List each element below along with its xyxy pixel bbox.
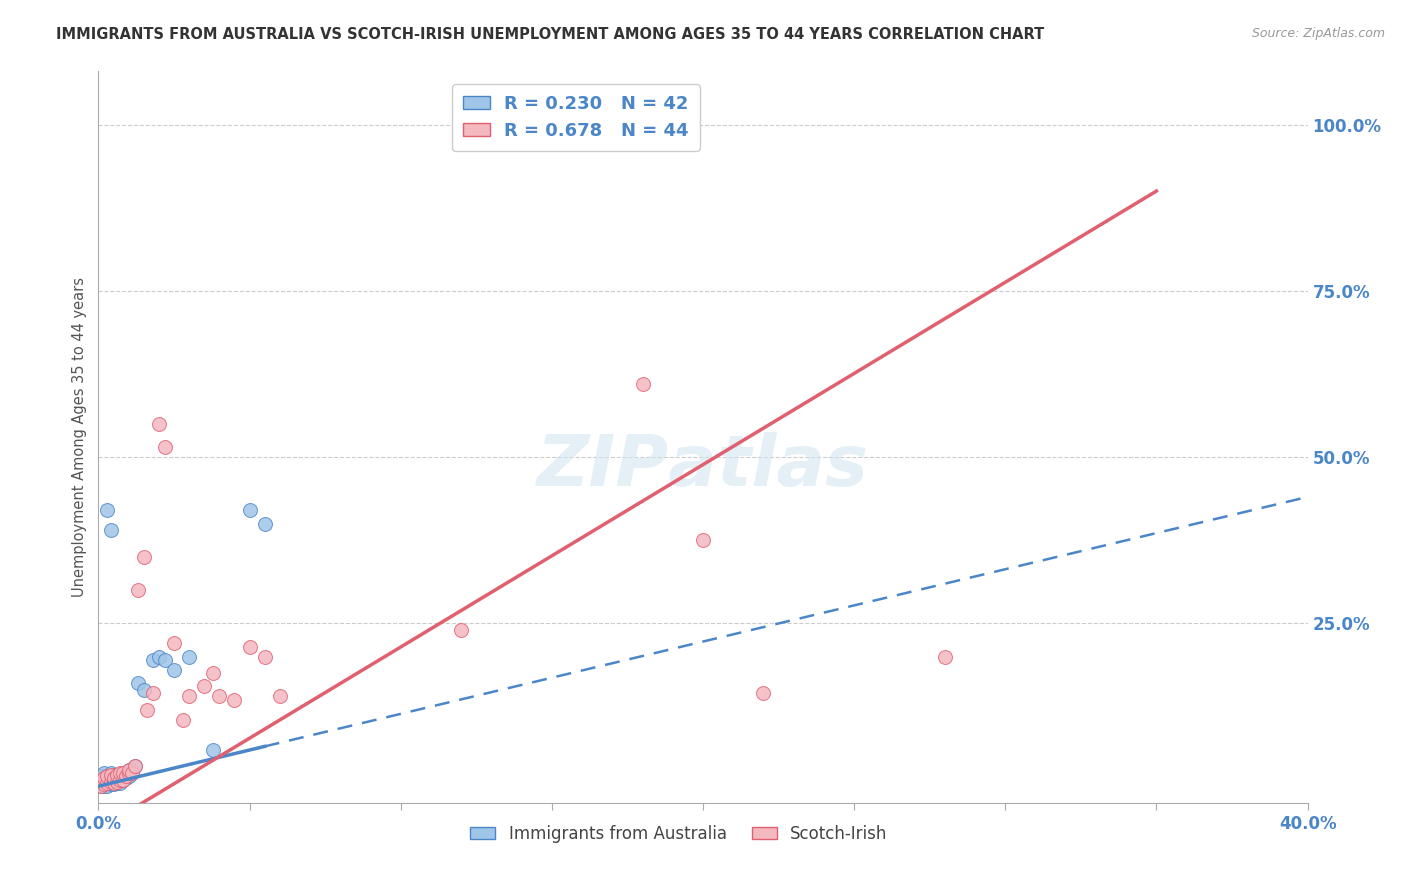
Text: Source: ZipAtlas.com: Source: ZipAtlas.com xyxy=(1251,27,1385,40)
Point xyxy=(103,768,125,782)
Point xyxy=(253,649,276,664)
Point xyxy=(224,692,246,706)
Point xyxy=(111,765,134,780)
Point xyxy=(172,713,194,727)
Point xyxy=(103,777,125,791)
Text: ZIP​atlas: ZIP​atlas xyxy=(537,432,869,500)
Point xyxy=(132,549,155,564)
Point xyxy=(208,690,231,704)
Point xyxy=(124,759,146,773)
Point xyxy=(179,690,201,704)
Point xyxy=(93,765,115,780)
Point xyxy=(100,771,122,785)
Point xyxy=(93,779,115,793)
Point xyxy=(142,653,165,667)
Point xyxy=(103,771,125,785)
Point xyxy=(103,772,125,787)
Point xyxy=(96,776,118,790)
Point xyxy=(118,765,141,780)
Point xyxy=(93,777,115,791)
Point xyxy=(179,649,201,664)
Point xyxy=(127,676,149,690)
Y-axis label: Unemployment Among Ages 35 to 44 years: Unemployment Among Ages 35 to 44 years xyxy=(72,277,87,597)
Point xyxy=(202,666,225,681)
Point xyxy=(111,765,134,780)
Point xyxy=(692,533,714,548)
Point xyxy=(540,118,562,132)
Point xyxy=(163,636,186,650)
Point xyxy=(100,777,122,791)
Point xyxy=(202,742,225,756)
Point xyxy=(96,769,118,783)
Point xyxy=(239,640,262,654)
Point xyxy=(103,776,125,790)
Point xyxy=(93,772,115,787)
Point xyxy=(132,682,155,697)
Point xyxy=(96,776,118,790)
Point xyxy=(105,774,128,789)
Point xyxy=(114,769,136,783)
Point xyxy=(239,503,262,517)
Point xyxy=(269,690,291,704)
Point xyxy=(153,653,176,667)
Point xyxy=(450,623,472,637)
Point xyxy=(105,771,128,785)
Point xyxy=(96,772,118,787)
Point xyxy=(148,649,170,664)
Point xyxy=(108,769,131,783)
Point xyxy=(96,779,118,793)
Point xyxy=(100,768,122,782)
Point xyxy=(100,765,122,780)
Point xyxy=(571,118,593,132)
Point xyxy=(118,763,141,777)
Point xyxy=(118,763,141,777)
Point xyxy=(111,772,134,787)
Point xyxy=(108,772,131,787)
Point xyxy=(100,774,122,789)
Point xyxy=(90,779,112,793)
Point xyxy=(118,769,141,783)
Point xyxy=(135,703,157,717)
Point xyxy=(148,417,170,431)
Legend: Immigrants from Australia, Scotch-Irish: Immigrants from Australia, Scotch-Irish xyxy=(464,818,894,849)
Point xyxy=(121,765,143,780)
Point xyxy=(142,686,165,700)
Point xyxy=(153,440,176,454)
Point xyxy=(96,503,118,517)
Point xyxy=(90,776,112,790)
Point xyxy=(127,582,149,597)
Point xyxy=(90,779,112,793)
Point xyxy=(90,772,112,787)
Point xyxy=(90,769,112,783)
Point xyxy=(93,771,115,785)
Point xyxy=(631,376,654,391)
Point xyxy=(108,776,131,790)
Point xyxy=(100,774,122,789)
Point xyxy=(163,663,186,677)
Point xyxy=(96,769,118,783)
Point xyxy=(105,768,128,782)
Point xyxy=(121,765,143,780)
Point xyxy=(93,776,115,790)
Text: IMMIGRANTS FROM AUSTRALIA VS SCOTCH-IRISH UNEMPLOYMENT AMONG AGES 35 TO 44 YEARS: IMMIGRANTS FROM AUSTRALIA VS SCOTCH-IRIS… xyxy=(56,27,1045,42)
Point xyxy=(90,772,112,787)
Point xyxy=(253,516,276,531)
Point xyxy=(193,680,215,694)
Point xyxy=(934,649,956,664)
Point xyxy=(752,686,775,700)
Point xyxy=(111,772,134,787)
Point xyxy=(108,765,131,780)
Point xyxy=(114,771,136,785)
Point xyxy=(100,523,122,537)
Point xyxy=(124,759,146,773)
Point xyxy=(105,776,128,790)
